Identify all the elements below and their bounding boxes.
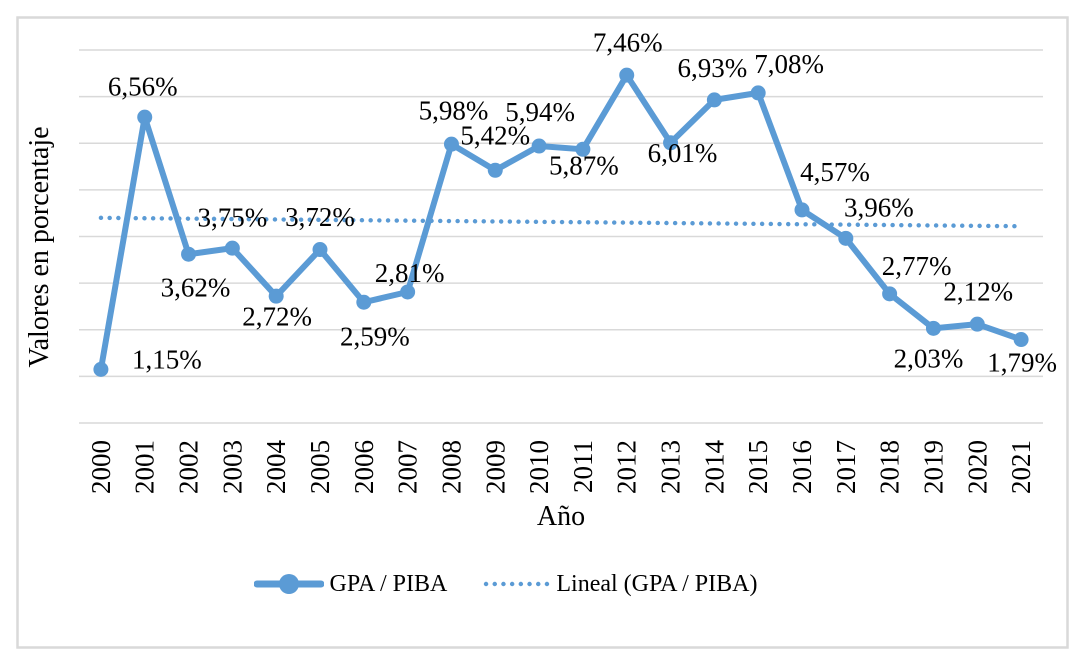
data-label-2016: 4,57%	[800, 157, 870, 187]
x-tick-label-2003: 2003	[217, 440, 247, 494]
series-marker-2010	[531, 138, 547, 154]
x-tick-label-2020: 2020	[962, 440, 992, 494]
data-label-2001: 6,56%	[108, 71, 178, 101]
data-label-2013: 6,01%	[648, 138, 718, 168]
x-tick-label-2010: 2010	[524, 440, 554, 494]
series-marker-2002	[181, 246, 197, 262]
series-marker-2014	[706, 92, 722, 108]
series-marker-2006	[356, 294, 372, 310]
series-marker-2019	[925, 320, 941, 336]
x-tick-label-2011: 2011	[568, 440, 598, 493]
x-tick-label-2006: 2006	[349, 440, 379, 494]
legend-trendline-label: Lineal (GPA / PIBA)	[556, 570, 758, 597]
x-tick-label-2013: 2013	[656, 440, 686, 494]
chart-frame-border	[16, 16, 1069, 649]
x-tick-label-2004: 2004	[261, 440, 291, 495]
data-label-2003: 3,75%	[197, 202, 267, 232]
x-axis-title: Año	[536, 501, 586, 532]
x-tick-label-2009: 2009	[480, 440, 510, 494]
series-marker-2005	[312, 242, 328, 258]
series-marker-2008	[443, 136, 459, 152]
data-label-2000: 1,15%	[132, 345, 202, 375]
x-tick-label-2007: 2007	[393, 440, 423, 494]
data-label-2008: 5,98%	[419, 95, 489, 125]
y-axis-title: Valores en porcentaje	[24, 126, 55, 368]
legend-trendline-dotted-icon	[484, 581, 551, 587]
data-label-2004: 2,72%	[242, 301, 312, 331]
series-marker-2016	[794, 202, 810, 218]
legend-item-series: GPA / PIBA	[253, 570, 448, 598]
series-marker-2001	[137, 109, 153, 125]
series-marker-2003	[224, 240, 240, 256]
x-tick-label-2017: 2017	[831, 440, 861, 494]
series-marker-2011	[575, 141, 591, 157]
series-line	[97, 72, 1025, 373]
trendline	[98, 215, 1024, 229]
series-marker-2000	[93, 361, 109, 377]
data-label-2021: 1,79%	[987, 348, 1057, 378]
legend-series-line-icon	[253, 574, 324, 594]
series-marker-2015	[750, 85, 766, 101]
data-label-2018: 2,77%	[882, 251, 952, 281]
data-label-2002: 3,62%	[161, 272, 231, 302]
series-marker-2009	[487, 162, 503, 178]
x-tick-label-2014: 2014	[699, 440, 729, 495]
data-label-2006: 2,59%	[340, 321, 410, 351]
series-marker-2007	[400, 284, 416, 300]
series-marker-2020	[969, 316, 985, 332]
data-label-2017: 3,96%	[844, 193, 914, 223]
x-tick-label-2005: 2005	[305, 440, 335, 494]
x-tick-label-2002: 2002	[174, 440, 204, 494]
data-label-2014: 6,93%	[677, 53, 747, 83]
x-tick-label-2000: 2000	[86, 440, 116, 494]
x-tick-label-2012: 2012	[612, 440, 642, 494]
x-tick-label-2016: 2016	[787, 440, 817, 494]
data-label-2009: 5,42%	[460, 120, 530, 150]
series-marker-2013	[663, 135, 679, 151]
legend-series-label: GPA / PIBA	[329, 570, 448, 597]
data-label-2015: 7,08%	[754, 49, 824, 79]
series-marker-2021	[1013, 332, 1029, 348]
data-label-2020: 2,12%	[943, 276, 1013, 306]
x-tick-label-2021: 2021	[1006, 440, 1036, 494]
x-tick-label-2015: 2015	[743, 440, 773, 494]
chart-legend: GPA / PIBA Lineal (GPA / PIBA)	[0, 568, 1091, 600]
x-tick-label-2018: 2018	[875, 440, 905, 494]
data-label-2011: 5,87%	[549, 151, 619, 181]
data-label-2005: 3,72%	[285, 202, 355, 232]
series-marker-2012	[619, 67, 635, 83]
data-label-2012: 7,46%	[593, 27, 663, 57]
series-marker-2004	[268, 288, 284, 304]
x-tick-label-2019: 2019	[918, 440, 948, 494]
legend-item-trendline: Lineal (GPA / PIBA)	[482, 571, 757, 598]
series-marker-2017	[838, 230, 854, 246]
data-label-2019: 2,03%	[894, 344, 964, 374]
data-label-2010: 5,94%	[505, 97, 575, 127]
data-label-2007: 2,81%	[375, 258, 445, 288]
series-marker-2018	[882, 286, 898, 302]
x-tick-label-2008: 2008	[436, 440, 466, 494]
x-tick-label-2001: 2001	[130, 440, 160, 494]
